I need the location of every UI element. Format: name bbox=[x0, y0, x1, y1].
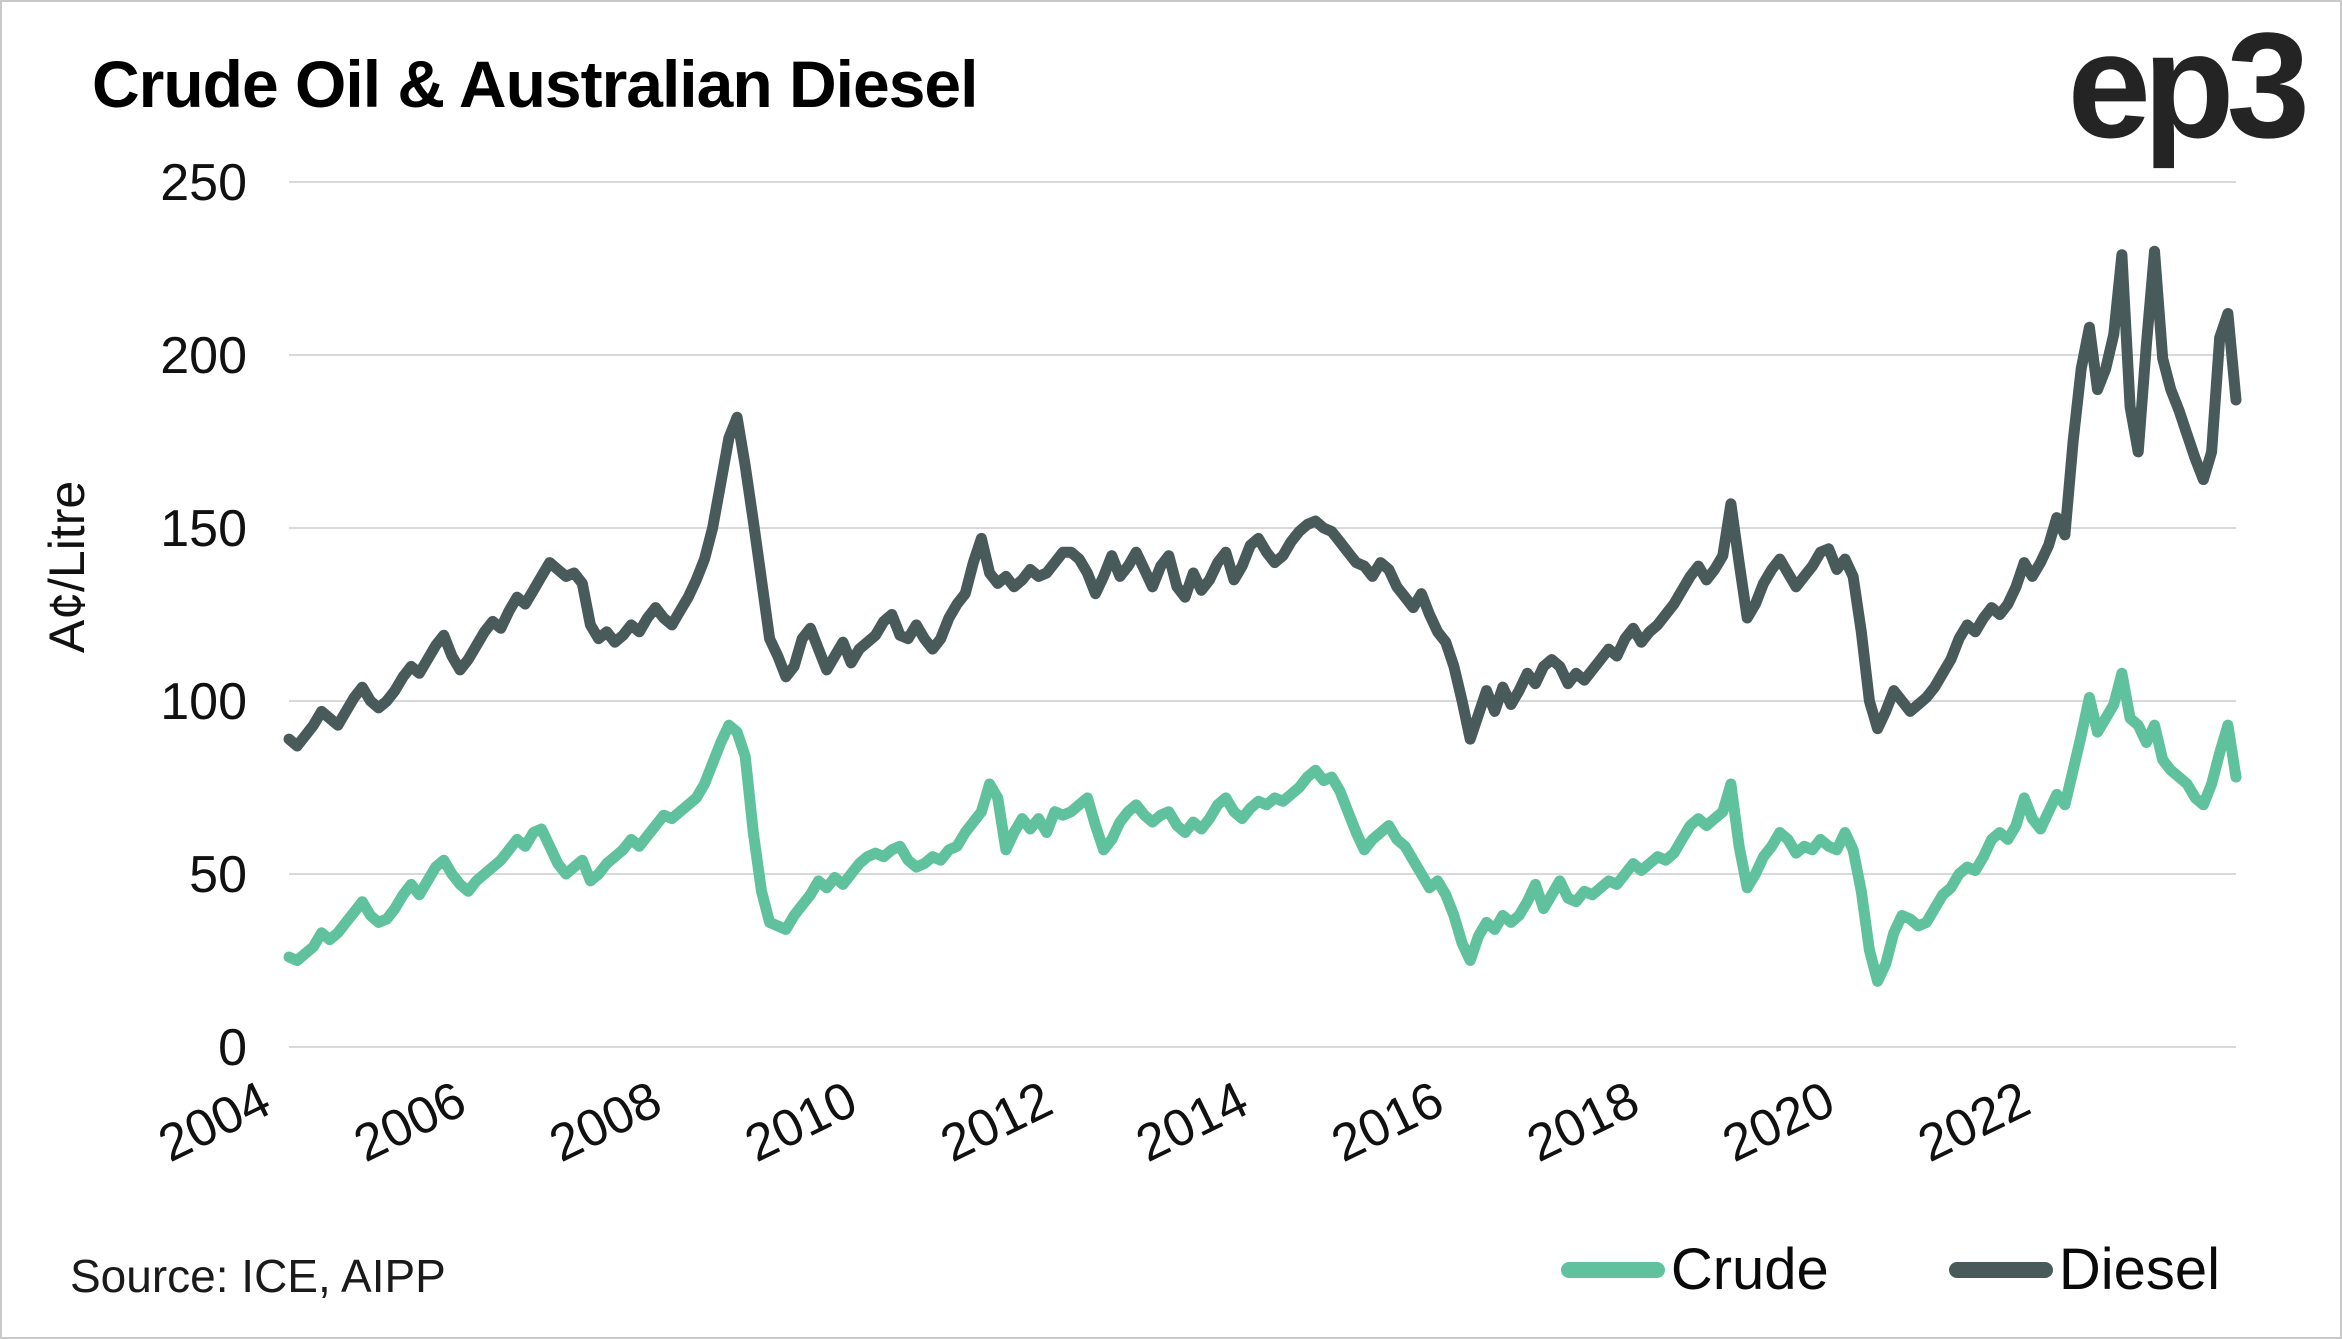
y-tick-label: 100 bbox=[160, 673, 247, 731]
x-tick-label: 2008 bbox=[541, 1071, 670, 1174]
legend-item-crude: Crude bbox=[1560, 1236, 1829, 1303]
legend-label-diesel: Diesel bbox=[2058, 1237, 2220, 1302]
x-tick-label: 2016 bbox=[1323, 1071, 1452, 1174]
footer: Source: ICE, AIPP Crude Diesel bbox=[2, 1233, 2340, 1303]
diesel-line bbox=[283, 245, 2242, 752]
y-axis-tick-labels: 0 50 100 150 200 250 bbox=[160, 154, 247, 1077]
legend: Crude Diesel bbox=[1560, 1236, 2220, 1303]
x-axis-tick-labels: 2004 2006 2008 2010 2012 2014 2016 2018 2020 2022 bbox=[150, 1071, 2039, 1174]
x-tick-label: 2020 bbox=[1714, 1071, 1843, 1174]
series-lines bbox=[283, 245, 2242, 987]
x-tick-label: 2006 bbox=[345, 1071, 474, 1174]
x-tick-label: 2018 bbox=[1518, 1071, 1647, 1174]
y-tick-label: 0 bbox=[218, 1019, 247, 1077]
diesel-line-swatch-icon bbox=[1948, 1261, 2053, 1278]
y-axis-title: A¢/Litre bbox=[39, 481, 95, 653]
page-title: Crude Oil & Australian Diesel bbox=[92, 47, 978, 121]
x-tick-label: 2014 bbox=[1127, 1071, 1256, 1174]
ep3-logo: ep3 bbox=[2067, 1, 2311, 169]
crude-line-swatch-icon bbox=[1560, 1261, 1665, 1278]
y-tick-label: 50 bbox=[189, 846, 247, 904]
legend-item-diesel: Diesel bbox=[1948, 1236, 2220, 1303]
source-text: Source: ICE, AIPP bbox=[70, 1250, 446, 1302]
x-tick-label: 2022 bbox=[1909, 1071, 2038, 1174]
y-tick-label: 250 bbox=[160, 154, 247, 212]
y-tick-label: 200 bbox=[160, 327, 247, 385]
y-tick-label: 150 bbox=[160, 500, 247, 558]
x-tick-label: 2004 bbox=[150, 1071, 279, 1174]
gridlines bbox=[289, 181, 2236, 1048]
legend-label-crude: Crude bbox=[1670, 1237, 1829, 1302]
crude-line bbox=[283, 667, 2242, 987]
x-tick-label: 2010 bbox=[736, 1071, 865, 1174]
x-tick-label: 2012 bbox=[932, 1071, 1061, 1174]
